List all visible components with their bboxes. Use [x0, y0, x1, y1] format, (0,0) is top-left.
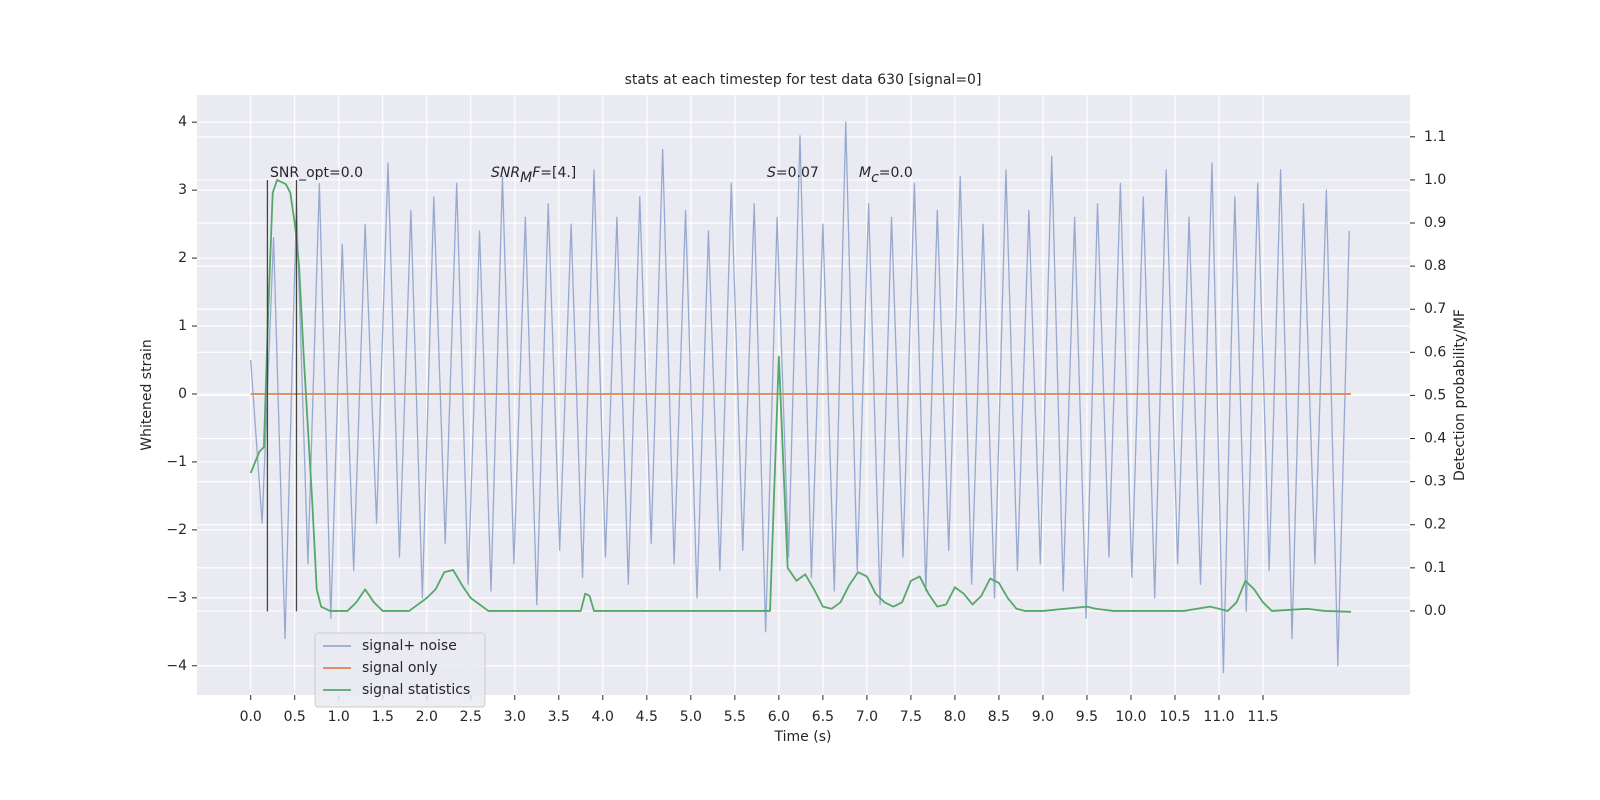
- x-tick-label: 5.0: [680, 709, 702, 725]
- y-tick-label: 1: [178, 318, 187, 334]
- x-tick-label: 1.0: [328, 709, 350, 725]
- y2-tick-label: 0.2: [1424, 517, 1446, 533]
- y2-tick-label: 0.3: [1424, 474, 1446, 490]
- series-line: [249, 179, 1352, 613]
- x-tick-label: 2.0: [416, 709, 438, 725]
- x-tick-label: 1.5: [372, 709, 394, 725]
- x-tick-label: 8.5: [988, 709, 1010, 725]
- x-tick-label: 3.0: [504, 709, 526, 725]
- x-tick-label: 10.5: [1159, 709, 1190, 725]
- y2-tick-label: 0.8: [1424, 258, 1446, 274]
- x-tick-label: 3.5: [548, 709, 570, 725]
- x-axis-label: Time (s): [774, 729, 832, 745]
- legend-label: signal+ noise: [362, 638, 457, 654]
- annotation-part: =[4.]: [540, 165, 576, 181]
- x-tick-label: 7.0: [856, 709, 878, 725]
- x-tick-label: 0.5: [284, 709, 306, 725]
- annotation-part: c: [871, 170, 879, 186]
- y2-tick-label: 0.4: [1424, 431, 1446, 447]
- x-tick-label: 11.0: [1203, 709, 1234, 725]
- y-axis-label: Whitened strain: [139, 339, 155, 450]
- annotation: SNR_opt=0.0: [270, 165, 363, 181]
- annotation-part: SNR_opt=0.0: [270, 165, 363, 181]
- y2-tick-label: 0.0: [1424, 603, 1446, 619]
- series-line: [250, 121, 1350, 674]
- y2-axis-label: Detection probability/MF: [1452, 309, 1468, 481]
- y2-tick-label: 0.9: [1424, 215, 1446, 231]
- y-tick-label: 3: [178, 182, 187, 198]
- y2-tick-label: 0.7: [1424, 301, 1446, 317]
- x-tick-label: 6.0: [768, 709, 790, 725]
- y2-tick-label: 0.5: [1424, 387, 1446, 403]
- x-tick-label: 7.5: [900, 709, 922, 725]
- y2-tick-label: 0.6: [1424, 344, 1446, 360]
- chart-title: stats at each timestep for test data 630…: [625, 72, 982, 88]
- annotation: S=0.07: [767, 165, 819, 181]
- y-tick-label: 0: [178, 386, 187, 402]
- x-tick-label: 5.5: [724, 709, 746, 725]
- annotation: SNRMF=[4.]: [491, 165, 576, 186]
- y2-tick-label: 1.0: [1424, 172, 1446, 188]
- annotation-part: F: [532, 165, 541, 181]
- x-tick-label: 9.0: [1032, 709, 1054, 725]
- x-tick-label: 8.0: [944, 709, 966, 725]
- annotation-part: M: [520, 170, 532, 186]
- x-tick-label: 11.5: [1247, 709, 1278, 725]
- annotation: Mc=0.0: [859, 165, 913, 186]
- annotation-part: SNR: [491, 165, 520, 181]
- y-tick-label: −4: [166, 658, 187, 674]
- x-tick-label: 10.0: [1115, 709, 1146, 725]
- annotation-part: =0.0: [879, 165, 913, 181]
- y-tick-label: −1: [166, 454, 187, 470]
- x-tick-label: 4.5: [636, 709, 658, 725]
- legend-label: signal statistics: [362, 682, 470, 698]
- annotation-part: =0.07: [776, 165, 819, 181]
- legend-label: signal only: [362, 660, 437, 676]
- legend-box: [314, 632, 486, 708]
- y-tick-label: −2: [166, 522, 187, 538]
- x-tick-label: 6.5: [812, 709, 834, 725]
- x-tick-label: 4.0: [592, 709, 614, 725]
- annotation-part: S: [767, 165, 776, 181]
- x-tick-label: 0.0: [240, 709, 262, 725]
- annotation-part: M: [859, 165, 871, 181]
- y-tick-label: 4: [178, 114, 187, 130]
- x-tick-label: 9.5: [1076, 709, 1098, 725]
- x-tick-label: 2.5: [460, 709, 482, 725]
- y2-tick-label: 0.1: [1424, 560, 1446, 576]
- y-tick-label: −3: [166, 590, 187, 606]
- y2-tick-label: 1.1: [1424, 129, 1446, 145]
- y-tick-label: 2: [178, 250, 187, 266]
